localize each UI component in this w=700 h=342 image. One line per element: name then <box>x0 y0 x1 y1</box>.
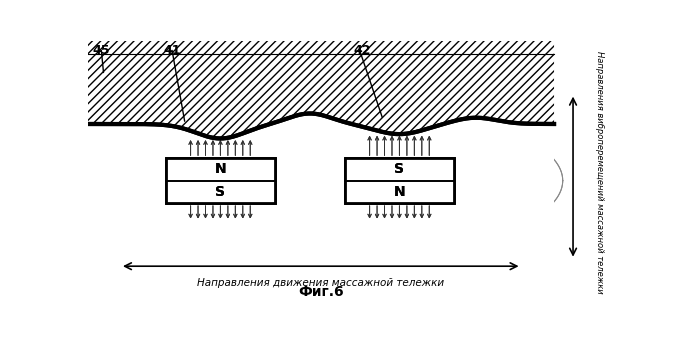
Bar <box>166 158 274 203</box>
Text: S: S <box>394 162 405 176</box>
Text: N: N <box>215 162 226 176</box>
Text: Направления движения массажной тележки: Направления движения массажной тележки <box>197 278 444 288</box>
Polygon shape <box>88 114 554 317</box>
Text: S: S <box>216 185 225 199</box>
Text: 45: 45 <box>93 44 111 57</box>
Text: N: N <box>393 185 405 199</box>
Text: Направления виброперемещений массажной тележки: Направления виброперемещений массажной т… <box>595 51 603 294</box>
Text: N: N <box>215 162 226 176</box>
Text: N: N <box>393 185 405 199</box>
Text: Фиг.6: Фиг.6 <box>298 285 344 299</box>
Bar <box>345 158 454 203</box>
Text: 41: 41 <box>163 44 181 57</box>
Text: S: S <box>216 185 225 199</box>
Text: S: S <box>394 162 405 176</box>
Text: 42: 42 <box>354 44 371 57</box>
Bar <box>166 158 274 203</box>
Polygon shape <box>88 36 554 139</box>
Bar <box>345 158 454 203</box>
